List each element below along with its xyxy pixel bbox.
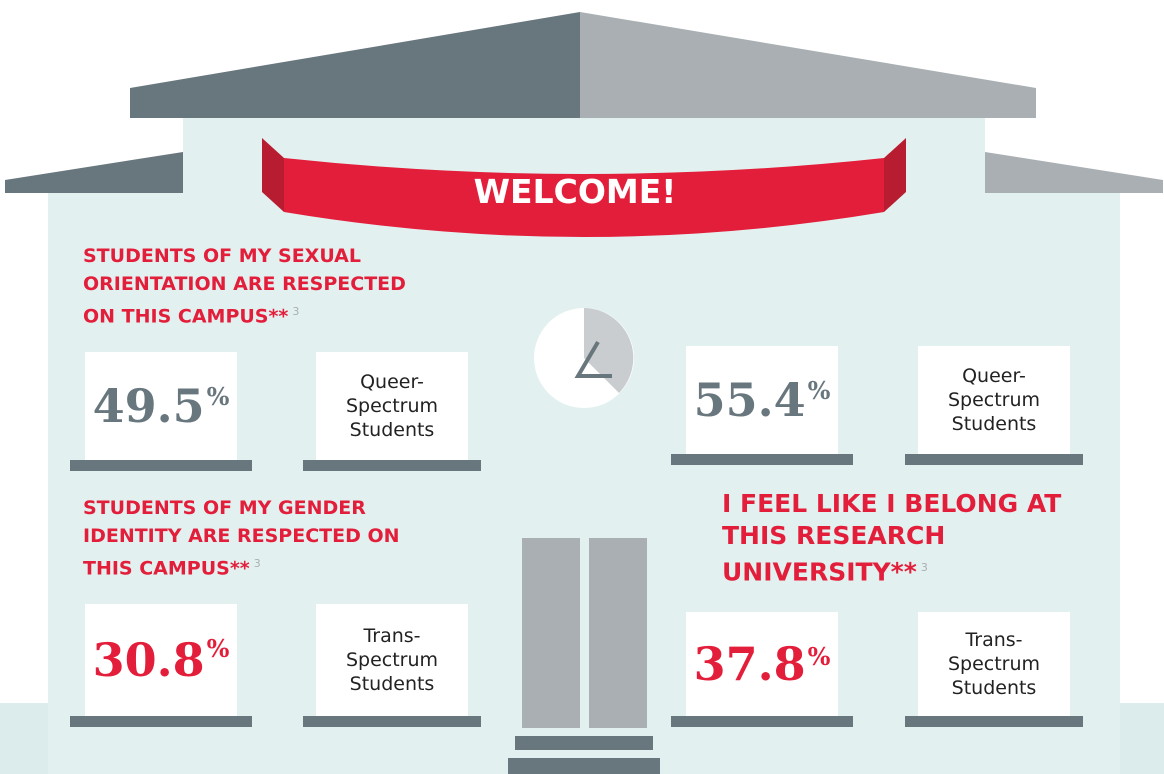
heading-text: STUDENTS OF MY SEXUAL bbox=[83, 245, 361, 267]
footnote-marker: ** bbox=[891, 557, 917, 586]
stat-number: 37.8 bbox=[694, 637, 806, 691]
stat-label-line: Spectrum bbox=[346, 394, 438, 418]
footnote-marker: ** bbox=[269, 305, 289, 327]
stat-value: 49.5% bbox=[85, 352, 237, 460]
heading-line: STUDENTS OF MY GENDER bbox=[83, 494, 400, 522]
banner-text: WELCOME! bbox=[420, 172, 730, 211]
window-sill bbox=[303, 460, 481, 471]
window-sill bbox=[905, 716, 1083, 727]
heading: STUDENTS OF MY GENDER IDENTITY ARE RESPEC… bbox=[83, 494, 400, 582]
door bbox=[589, 538, 647, 728]
stat-value: 30.8% bbox=[85, 604, 237, 716]
heading: STUDENTS OF MY SEXUAL ORIENTATION ARE RES… bbox=[83, 242, 406, 330]
door bbox=[522, 538, 580, 728]
stat-label-line: Spectrum bbox=[948, 388, 1040, 412]
stat-label-line: Trans- bbox=[363, 624, 420, 648]
stat-number: 30.8 bbox=[93, 633, 205, 687]
window-sill bbox=[70, 716, 252, 727]
heading-line: ON THIS CAMPUS**3 bbox=[83, 298, 406, 330]
footnote-marker: ** bbox=[230, 557, 250, 579]
side-roof-left bbox=[5, 152, 183, 193]
stat-label-line: Queer- bbox=[360, 370, 424, 394]
heading-text: THIS CAMPUS bbox=[83, 557, 230, 579]
heading-text: ON THIS CAMPUS bbox=[83, 305, 269, 327]
stat-label-line: Students bbox=[350, 672, 435, 696]
stat-number: 55.4 bbox=[694, 373, 806, 427]
heading-line: IDENTITY ARE RESPECTED ON bbox=[83, 522, 400, 550]
window-sill bbox=[671, 716, 853, 727]
footnote-ref: 3 bbox=[921, 561, 928, 574]
window-sill bbox=[70, 460, 252, 471]
heading-text: I FEEL LIKE I BELONG AT bbox=[722, 489, 1061, 518]
heading-text: STUDENTS OF MY GENDER bbox=[83, 497, 366, 519]
infographic: WELCOME! STUDENTS OF MY SEXUAL ORIENTATIO… bbox=[0, 0, 1164, 774]
heading-line: THIS CAMPUS** 3 bbox=[83, 550, 400, 582]
heading-text: THIS RESEARCH bbox=[722, 521, 945, 550]
stat-label-line: Spectrum bbox=[346, 648, 438, 672]
stat-unit: % bbox=[808, 376, 831, 405]
stat-number: 49.5 bbox=[93, 379, 205, 433]
side-roof-right bbox=[985, 152, 1163, 193]
heading-line: THIS RESEARCH bbox=[722, 520, 1061, 552]
stat-label-line: Students bbox=[952, 676, 1037, 700]
stat-label-line: Trans- bbox=[965, 628, 1022, 652]
stat-label-line: Students bbox=[952, 412, 1037, 436]
roof-right bbox=[580, 12, 1036, 118]
heading-text: IDENTITY ARE RESPECTED ON bbox=[83, 525, 400, 547]
stat-value: 37.8% bbox=[686, 612, 838, 716]
heading-line: I FEEL LIKE I BELONG AT bbox=[722, 488, 1061, 520]
heading-text: ORIENTATION ARE RESPECTED bbox=[83, 273, 406, 295]
window-sill bbox=[303, 716, 481, 727]
step bbox=[515, 736, 653, 750]
stat-unit: % bbox=[207, 634, 230, 663]
roof-left bbox=[130, 12, 580, 118]
heading-text: UNIVERSITY bbox=[722, 557, 891, 586]
stat-value: 55.4% bbox=[686, 346, 838, 454]
stat-unit: % bbox=[207, 382, 230, 411]
footnote-ref: 3 bbox=[254, 557, 261, 570]
step bbox=[508, 758, 660, 774]
stat-label-line: Spectrum bbox=[948, 652, 1040, 676]
stat-label-line: Queer- bbox=[962, 364, 1026, 388]
heading-line: STUDENTS OF MY SEXUAL bbox=[83, 242, 406, 270]
window-sill bbox=[671, 454, 853, 465]
footnote-ref: 3 bbox=[292, 305, 299, 318]
stat-label-line: Students bbox=[350, 418, 435, 442]
window-sill bbox=[905, 454, 1083, 465]
heading-line: UNIVERSITY** 3 bbox=[722, 552, 1061, 588]
heading-line: ORIENTATION ARE RESPECTED bbox=[83, 270, 406, 298]
stat-unit: % bbox=[808, 642, 831, 671]
